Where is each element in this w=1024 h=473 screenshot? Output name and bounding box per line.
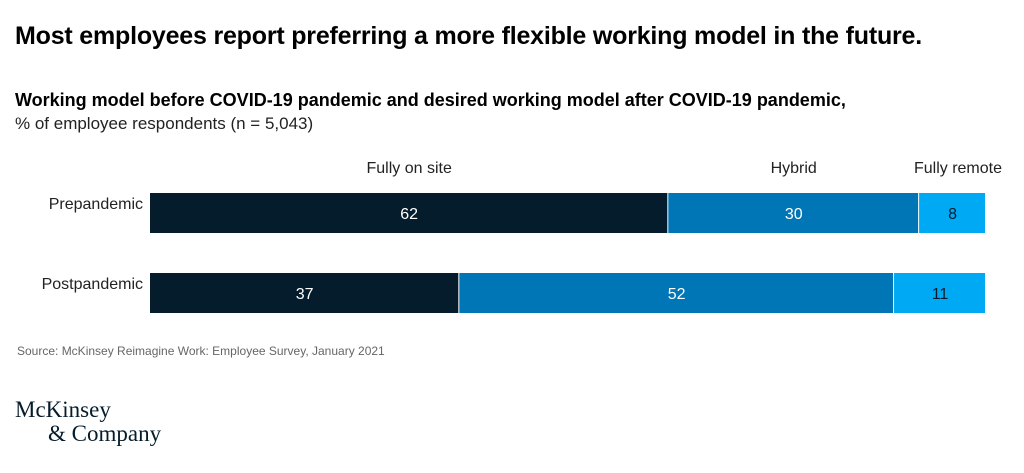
- mckinsey-logo: McKinsey & Company: [15, 398, 161, 446]
- chart-title: Working model before COVID-19 pandemic a…: [15, 90, 846, 110]
- legend-label-fully-on-site: Fully on site: [366, 160, 451, 177]
- data-label-prepandemic-fully-remote: 8: [948, 206, 957, 223]
- bar-segment-prepandemic-fully-remote: [919, 193, 985, 233]
- source-note: Source: McKinsey Reimagine Work: Employe…: [17, 344, 385, 358]
- bar-segment-prepandemic-hybrid: [668, 193, 919, 233]
- chart-headline: Most employees report preferring a more …: [15, 22, 923, 50]
- stacked-bar-chart: Fully on site Hybrid Fully remote Prepandem…: [42, 160, 1002, 313]
- data-label-postpandemic-fully-remote: 11: [932, 286, 949, 303]
- chart-subtitle: % of employee respondents (n = 5,043): [15, 114, 314, 133]
- bar-segment-postpandemic-fully-on-site: [150, 273, 459, 313]
- category-label-prepandemic: Prepandemic: [49, 196, 143, 213]
- logo-line-2: & Company: [48, 421, 162, 446]
- bar-segment-postpandemic-hybrid: [459, 273, 894, 313]
- logo-line-1: McKinsey: [15, 397, 111, 422]
- legend-label-fully-remote: Fully remote: [914, 160, 1002, 177]
- data-label-postpandemic-hybrid: 52: [668, 286, 686, 303]
- data-label-prepandemic-fully-on-site: 62: [400, 206, 418, 223]
- legend-label-hybrid: Hybrid: [771, 160, 817, 177]
- data-label-prepandemic-hybrid: 30: [785, 206, 803, 223]
- bar-segment-postpandemic-fully-remote: [894, 273, 985, 313]
- category-label-postpandemic: Postpandemic: [42, 276, 143, 293]
- bar-segment-prepandemic-fully-on-site: [150, 193, 668, 233]
- data-label-postpandemic-fully-on-site: 37: [296, 286, 314, 303]
